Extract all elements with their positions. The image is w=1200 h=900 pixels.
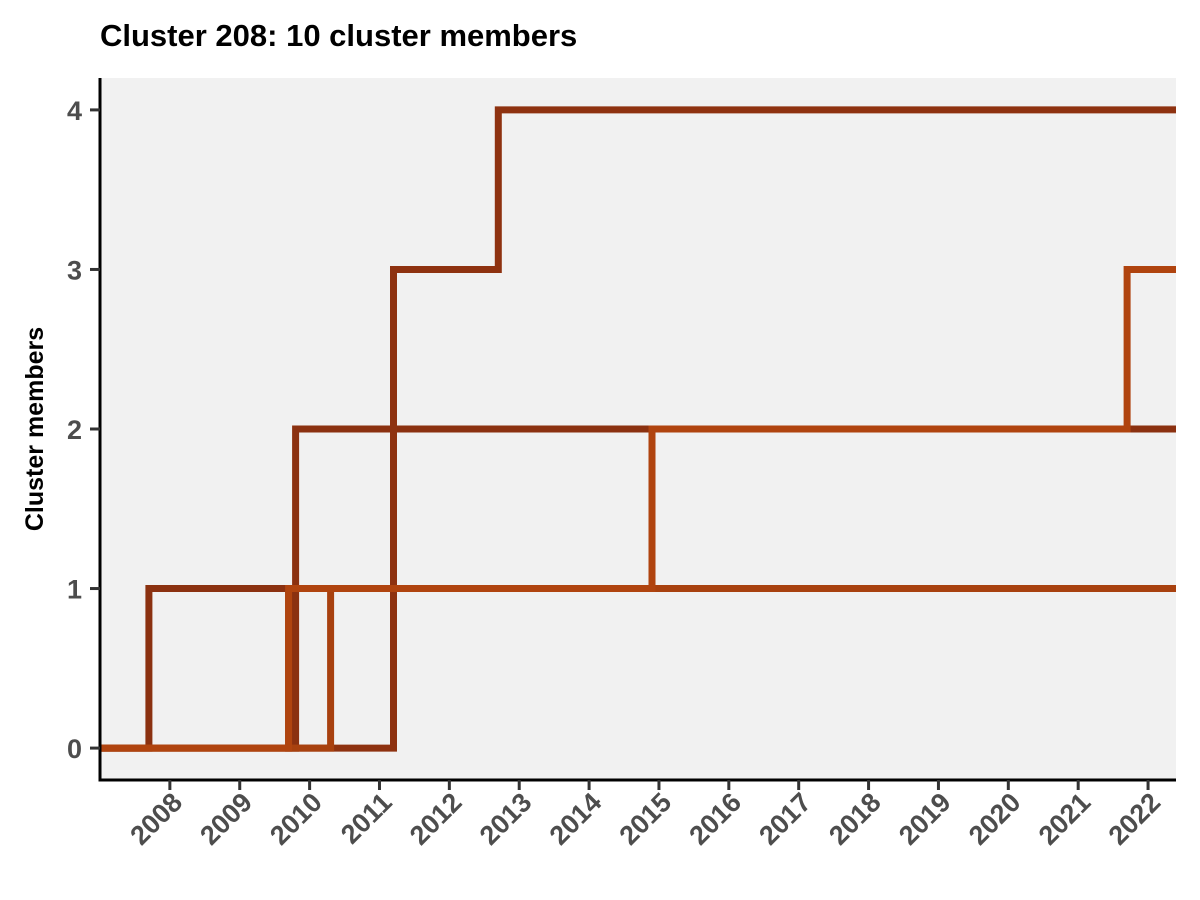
x-tick-label: 2014 [544,787,608,851]
x-tick-label: 2022 [1103,787,1167,851]
x-tick-label: 2009 [194,787,258,851]
x-tick-label: 2015 [614,787,678,851]
x-tick-label: 2013 [474,787,538,851]
x-tick-label: 2018 [823,787,887,851]
x-tick-label: 2017 [753,787,817,851]
x-tick-label: 2011 [335,787,398,850]
series-line-2 [100,106,1176,752]
series-layer [100,106,1176,752]
x-tick-label: 2020 [963,787,1027,851]
x-tick-label: 2016 [683,787,747,851]
x-tick-label: 2008 [124,787,188,851]
y-tick-label: 2 [67,415,82,445]
x-tick-label: 2010 [264,787,328,851]
y-tick-label: 3 [67,255,82,285]
x-tick-label: 2012 [404,787,468,851]
y-tick-label: 1 [67,575,82,605]
x-tick-label: 2019 [893,787,957,851]
y-tick-label: 4 [67,96,82,126]
y-tick-label: 0 [67,734,82,764]
chart-title: Cluster 208: 10 cluster members [100,18,578,53]
x-tick-label: 2021 [1033,787,1097,851]
y-axis-title: Cluster members [21,327,49,531]
series-line-4 [100,266,1176,752]
